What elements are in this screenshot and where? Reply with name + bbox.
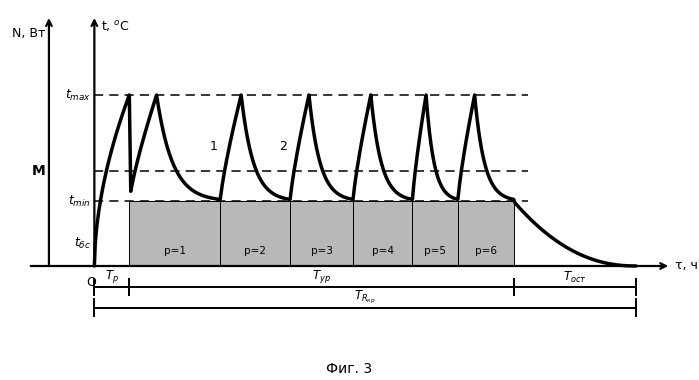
Text: O: O — [86, 276, 96, 288]
Text: p=5: p=5 — [424, 247, 446, 256]
Bar — [290, 201, 353, 266]
Text: t, $^o$C: t, $^o$C — [101, 19, 130, 34]
Text: Фиг. 3: Фиг. 3 — [326, 362, 373, 376]
Text: p=3: p=3 — [310, 247, 333, 256]
Bar — [353, 201, 412, 266]
Text: p=6: p=6 — [475, 247, 497, 256]
Text: $T_{ур}$: $T_{ур}$ — [312, 268, 331, 285]
Text: N, Вт: N, Вт — [12, 27, 45, 40]
Text: M: M — [31, 164, 45, 178]
Text: $t_{бс}$: $t_{бс}$ — [74, 236, 91, 251]
Text: $T_{ост}$: $T_{ост}$ — [563, 270, 586, 285]
Text: 1: 1 — [210, 140, 217, 153]
Bar — [412, 201, 458, 266]
Bar — [129, 201, 220, 266]
Text: τ, ч: τ, ч — [675, 260, 698, 272]
Text: $t_{min}$: $t_{min}$ — [68, 194, 91, 209]
Text: $T_р$: $T_р$ — [105, 268, 119, 285]
Bar — [290, 201, 353, 266]
Text: $t_{max}$: $t_{max}$ — [65, 87, 91, 103]
Text: p=4: p=4 — [372, 247, 394, 256]
Bar — [353, 201, 412, 266]
Bar — [458, 201, 514, 266]
Text: 2: 2 — [280, 140, 287, 153]
Bar — [129, 201, 220, 266]
Text: p=2: p=2 — [244, 247, 266, 256]
Text: $T_{R_{кр}}$: $T_{R_{кр}}$ — [354, 289, 376, 306]
Bar — [220, 201, 290, 266]
Text: p=1: p=1 — [164, 247, 186, 256]
Bar — [220, 201, 290, 266]
Bar — [412, 201, 458, 266]
Bar — [458, 201, 514, 266]
